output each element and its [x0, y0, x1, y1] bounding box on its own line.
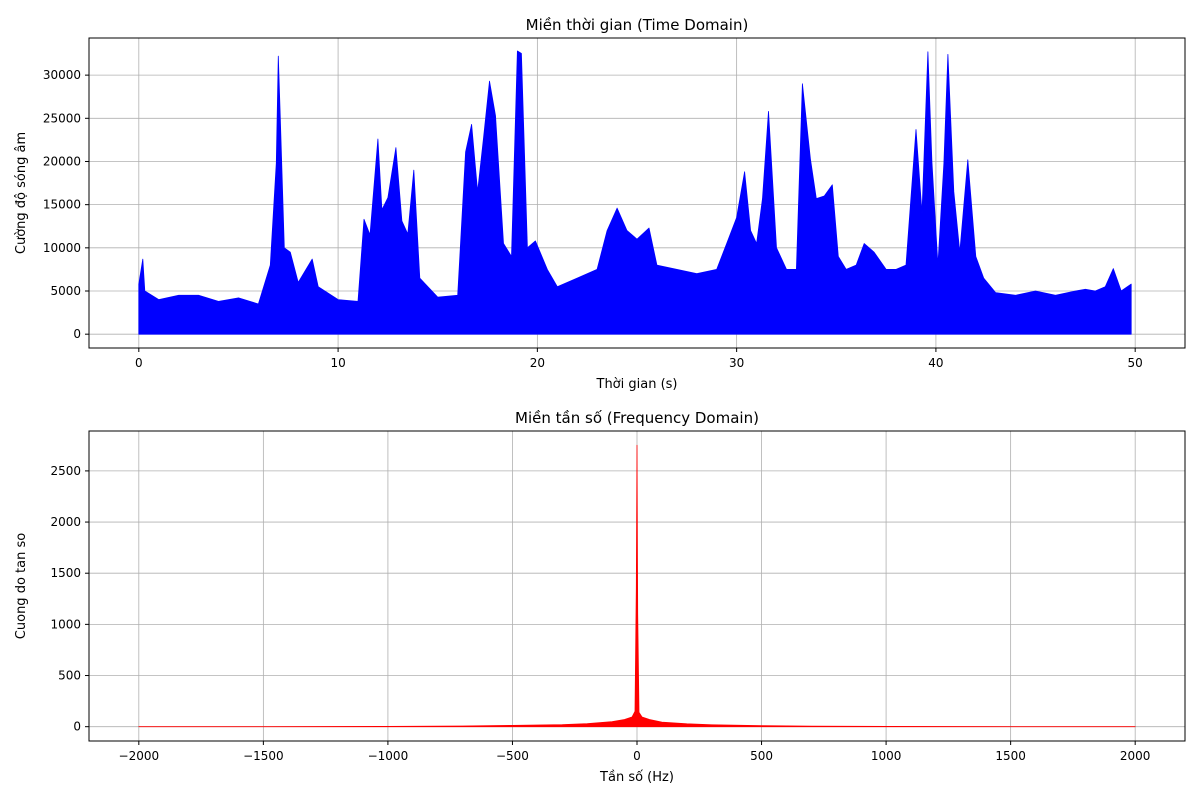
x-tick-label: 2000	[1120, 749, 1151, 763]
time-domain-title: Miền thời gian (Time Domain)	[526, 16, 749, 34]
x-tick-label: 0	[633, 749, 641, 763]
time-domain-series	[138, 50, 1132, 335]
x-tick-label: 50	[1128, 356, 1143, 370]
x-tick-label: 1000	[871, 749, 902, 763]
series-line	[138, 444, 1136, 728]
x-tick-label: −1500	[243, 749, 284, 763]
x-tick-label: −500	[496, 749, 529, 763]
x-tick-label: 20	[530, 356, 545, 370]
y-tick-label: 0	[73, 720, 81, 734]
y-tick-label: 25000	[43, 111, 81, 125]
x-tick-label: −1000	[368, 749, 409, 763]
x-tick-label: 0	[135, 356, 143, 370]
time-domain-ticks: 0 10 20 30 40 50 0 5000 10000 15000 20000 25000 3000…	[43, 68, 1143, 370]
time-domain-ylabel: Cường độ sóng âm	[14, 132, 29, 254]
y-tick-label: 15000	[43, 198, 81, 212]
series-line	[138, 50, 1132, 335]
y-tick-label: 20000	[43, 154, 81, 168]
y-tick-label: 2000	[50, 515, 81, 529]
x-tick-label: 500	[750, 749, 773, 763]
frequency-domain-xlabel: Tần số (Hz)	[599, 770, 674, 785]
frequency-domain-chart: Miền tần số (Frequency Domain) −2000 −150…	[14, 409, 1186, 785]
frequency-domain-ylabel: Cuong do tan so	[14, 533, 29, 639]
x-tick-label: 1500	[995, 749, 1026, 763]
x-tick-label: 30	[729, 356, 744, 370]
x-tick-label: 40	[928, 356, 943, 370]
y-tick-label: 2500	[50, 464, 81, 478]
time-domain-chart: Miền thời gian (Time Domain) 0 10 20 30 40 50…	[14, 16, 1186, 392]
time-domain-plot-frame	[88, 37, 1186, 349]
x-tick-label: −2000	[119, 749, 160, 763]
y-tick-label: 1500	[50, 566, 81, 580]
y-tick-label: 1000	[50, 617, 81, 631]
frequency-domain-series	[138, 444, 1136, 728]
time-domain-xlabel: Thời gian (s)	[596, 377, 678, 392]
y-tick-label: 500	[58, 669, 81, 683]
y-tick-label: 30000	[43, 68, 81, 82]
y-tick-label: 10000	[43, 241, 81, 255]
frequency-domain-title: Miền tần số (Frequency Domain)	[515, 409, 759, 427]
x-tick-label: 10	[330, 356, 345, 370]
frequency-domain-ticks: −2000 −1500 −1000 −500 0 500 1000 1500 2000 0 500 1…	[50, 464, 1150, 763]
y-tick-label: 5000	[50, 284, 81, 298]
y-tick-label: 0	[73, 327, 81, 341]
